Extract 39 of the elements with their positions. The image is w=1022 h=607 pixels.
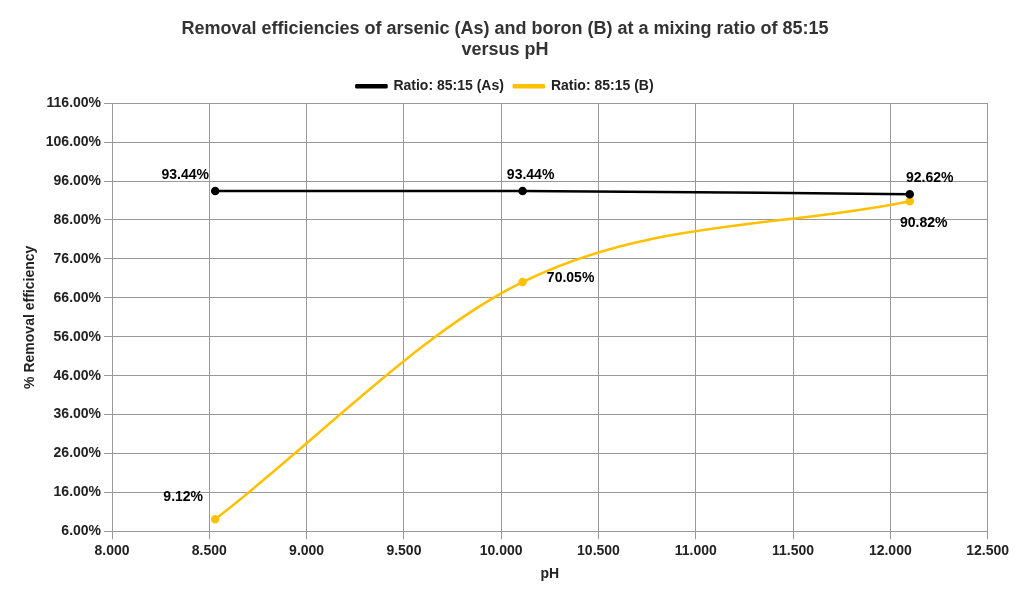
point [210, 186, 220, 196]
y-tick-label: 26.00% [53, 444, 102, 461]
y-tick-label: 46.00% [53, 366, 102, 383]
y-tick-label: 16.00% [53, 483, 102, 500]
legend-label: Ratio: 85:15 (As) [393, 77, 504, 94]
x-tick-label: 10.500 [577, 541, 621, 558]
y-tick-label: 96.00% [53, 171, 102, 188]
point [210, 515, 220, 524]
y-tick-label: 66.00% [53, 288, 102, 305]
y-tick-label: 56.00% [53, 327, 102, 344]
x-tick-label: 9.000 [289, 541, 325, 558]
data-label: 92.62% [906, 169, 955, 186]
y-tick-label: 6.00% [61, 522, 102, 539]
point [518, 277, 527, 287]
legend-label: Ratio: 85:15 (B) [550, 77, 654, 94]
x-tick-label: 12.000 [868, 541, 912, 558]
data-label: 93.44% [161, 165, 210, 182]
y-tick-label: 36.00% [53, 405, 102, 422]
y-tick-label: 86.00% [53, 210, 102, 227]
x-axis-title: pH [540, 565, 560, 582]
point [518, 186, 527, 196]
data-label: 90.82% [900, 214, 949, 231]
y-axis-title: % Removal efficiency [21, 245, 38, 389]
y-tick-label: 116.00% [46, 94, 102, 111]
x-tick-label: 9.500 [386, 541, 422, 558]
data-label: 70.05% [546, 268, 595, 285]
x-tick-label: 11.500 [772, 541, 815, 558]
y-tick-label: 76.00% [53, 249, 102, 266]
x-tick-label: 11.000 [674, 541, 717, 558]
data-label: 9.12% [163, 488, 204, 505]
chart-title: Removal efficiencies of arsenic (As) and boron (B) at a mixing ratio of 85:15 versus pH [181, 17, 829, 60]
point [905, 196, 915, 206]
x-tick-label: 8.000 [94, 541, 130, 558]
data-label: 93.44% [506, 165, 555, 182]
point [905, 189, 915, 199]
x-tick-label: 10.000 [479, 541, 523, 558]
y-tick-label: 106.00% [45, 132, 102, 149]
x-tick-label: 12.500 [966, 541, 1010, 558]
x-tick-label: 8.500 [191, 541, 228, 558]
